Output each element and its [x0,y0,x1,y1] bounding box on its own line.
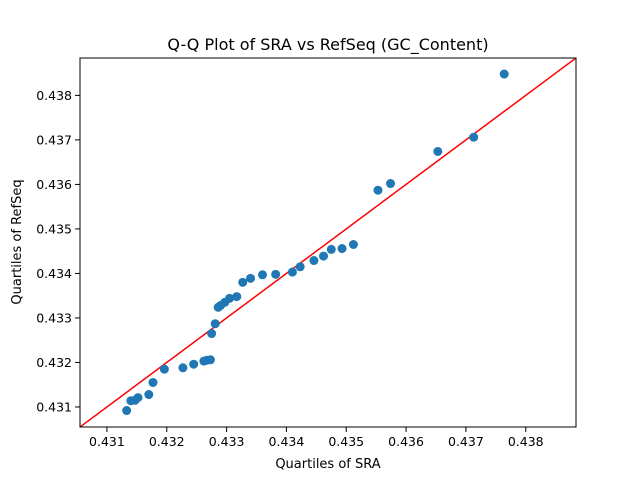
x-tick-label: 0.434 [269,434,305,449]
data-point [232,292,242,302]
y-tick-label: 0.434 [36,266,72,281]
data-point [225,293,235,303]
data-point [133,393,143,403]
data-point [309,256,319,266]
data-point [178,363,188,373]
data-point [326,244,336,254]
x-tick-label: 0.436 [388,434,424,449]
x-tick-label: 0.435 [328,434,364,449]
x-tick-label: 0.438 [508,434,544,449]
y-axis-label: Quartiles of RefSeq [10,179,25,304]
data-point [287,267,297,277]
y-tick-label: 0.431 [36,399,72,414]
data-point [433,146,443,156]
data-point [295,262,305,272]
data-point [386,179,396,189]
x-tick-label: 0.432 [149,434,185,449]
y-tick-label: 0.435 [36,221,72,236]
data-point [205,355,215,365]
x-tick-label: 0.437 [448,434,484,449]
data-point [189,359,199,369]
y-tick-label: 0.437 [36,132,72,147]
data-point [337,244,347,254]
x-tick-label: 0.431 [89,434,125,449]
data-point [348,240,358,250]
x-axis: 0.431 0.432 0.433 0.434 0.435 0.436 0.437 0.438 [89,427,544,449]
data-point [373,185,383,195]
data-point [257,270,267,280]
plot-frame [79,57,577,428]
x-tick-label: 0.433 [209,434,245,449]
data-point [207,329,217,339]
data-point [246,273,256,283]
x-axis-label: Quartiles of SRA [275,457,380,472]
data-point [238,277,248,287]
y-axis: 0.431 0.432 0.433 0.434 0.435 0.436 0.437 0.438 [36,88,80,414]
y-tick-label: 0.433 [36,310,72,325]
y-tick-label: 0.436 [36,177,72,192]
data-point [159,364,169,374]
points-layer [122,69,509,416]
data-point [148,377,158,387]
data-point [122,406,132,416]
data-point [271,269,281,279]
y-tick-label: 0.438 [36,88,72,103]
data-point [210,319,220,329]
data-point [319,251,329,261]
data-point [144,390,154,400]
chart-title: Q-Q Plot of SRA vs RefSeq (GC_Content) [167,35,488,55]
data-point [499,69,509,79]
data-point [469,132,479,142]
y-tick-label: 0.432 [36,355,72,370]
